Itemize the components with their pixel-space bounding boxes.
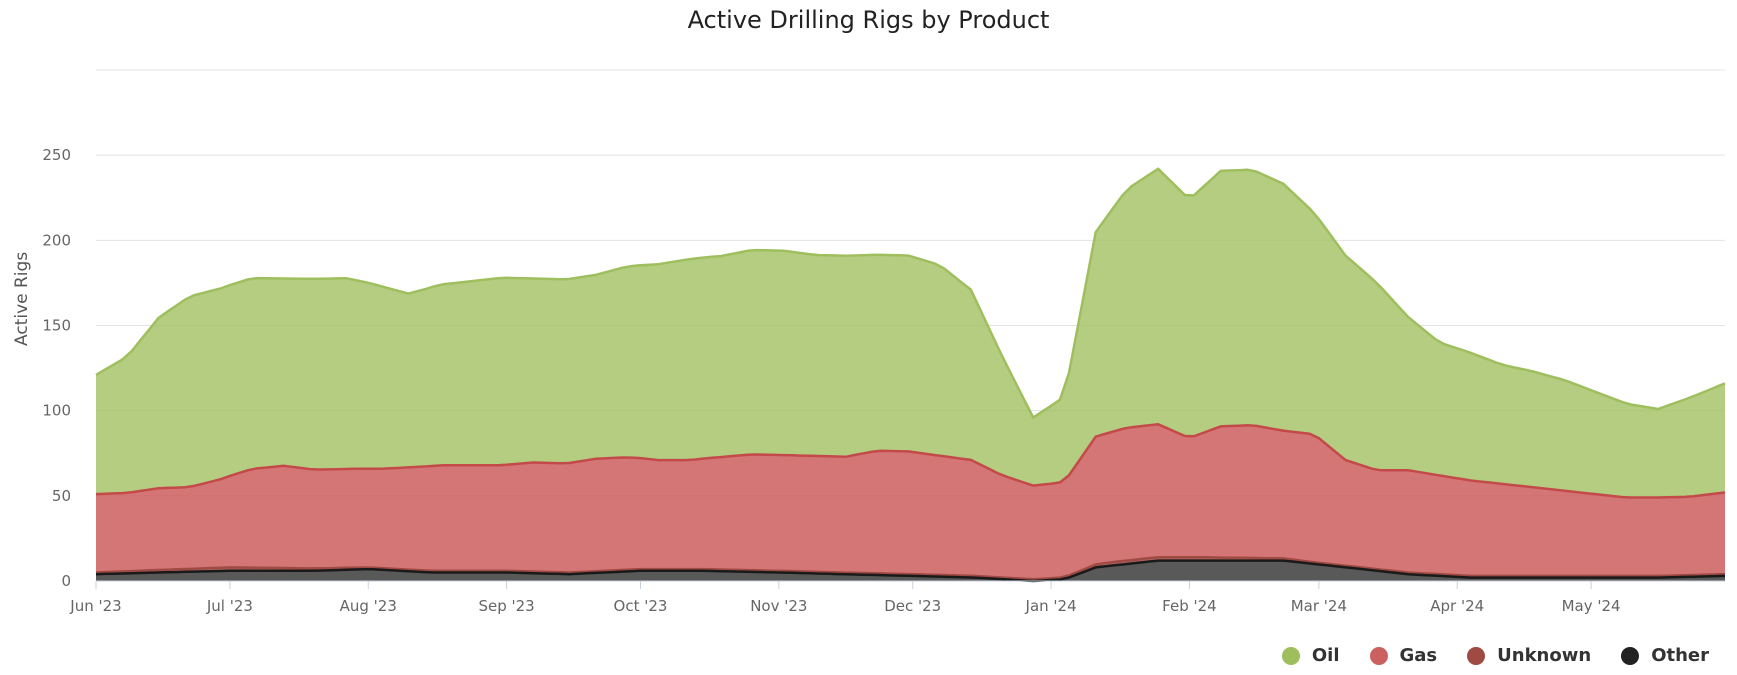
line-other xyxy=(95,559,1726,583)
y-tick-label: 250 xyxy=(42,146,71,164)
legend-item-oil[interactable]: Oil xyxy=(1281,645,1340,666)
legend-label-gas: Gas xyxy=(1399,645,1438,666)
x-tick-label: Nov '23 xyxy=(750,597,807,615)
area-gas[interactable] xyxy=(96,424,1725,580)
x-tick-label: Oct '23 xyxy=(614,597,668,615)
line-unknown xyxy=(95,555,1726,581)
x-tick-label: Jul '23 xyxy=(206,597,253,615)
x-tick-label: Aug '23 xyxy=(340,597,397,615)
legend-item-gas[interactable]: Gas xyxy=(1369,645,1438,666)
area-oil[interactable] xyxy=(96,168,1725,498)
area-other[interactable] xyxy=(96,560,1725,581)
x-tick-label: Sep '23 xyxy=(478,597,534,615)
y-tick-label: 200 xyxy=(42,231,71,249)
y-tick-label: 100 xyxy=(42,402,71,420)
legend-marker-other xyxy=(1621,646,1640,665)
y-tick-label: 0 xyxy=(61,572,71,590)
x-tick-label: Jun '23 xyxy=(69,597,121,615)
series-areas xyxy=(95,167,1726,583)
legend-marker-unknown xyxy=(1467,646,1486,665)
x-tick-label: Feb '24 xyxy=(1162,597,1217,615)
line-oil xyxy=(95,167,1726,420)
legend: Oil Gas Unknown Other xyxy=(1281,645,1709,666)
legend-label-oil: Oil xyxy=(1311,645,1340,666)
legend-marker-oil xyxy=(1281,646,1300,665)
y-tick-label: 150 xyxy=(42,317,71,335)
x-tick-label: Dec '23 xyxy=(884,597,941,615)
y-tick-label: 50 xyxy=(52,487,71,505)
x-tick-label: Mar '24 xyxy=(1291,597,1347,615)
legend-item-unknown[interactable]: Unknown xyxy=(1467,645,1591,666)
legend-label-unknown: Unknown xyxy=(1497,645,1592,666)
x-tick-label: May '24 xyxy=(1562,597,1621,615)
x-tick-label: Apr '24 xyxy=(1430,597,1484,615)
x-axis: Jun '23 Jul '23 Aug '23 Sep '23 Oct '23 Nov '… xyxy=(69,580,1725,615)
legend-marker-gas xyxy=(1369,646,1388,665)
legend-label-other: Other xyxy=(1651,645,1709,666)
chart-title: Active Drilling Rigs by Product xyxy=(687,6,1050,34)
line-gas xyxy=(95,423,1726,499)
x-tick-label: Jan '24 xyxy=(1025,597,1077,615)
legend-item-other[interactable]: Other xyxy=(1621,645,1709,666)
